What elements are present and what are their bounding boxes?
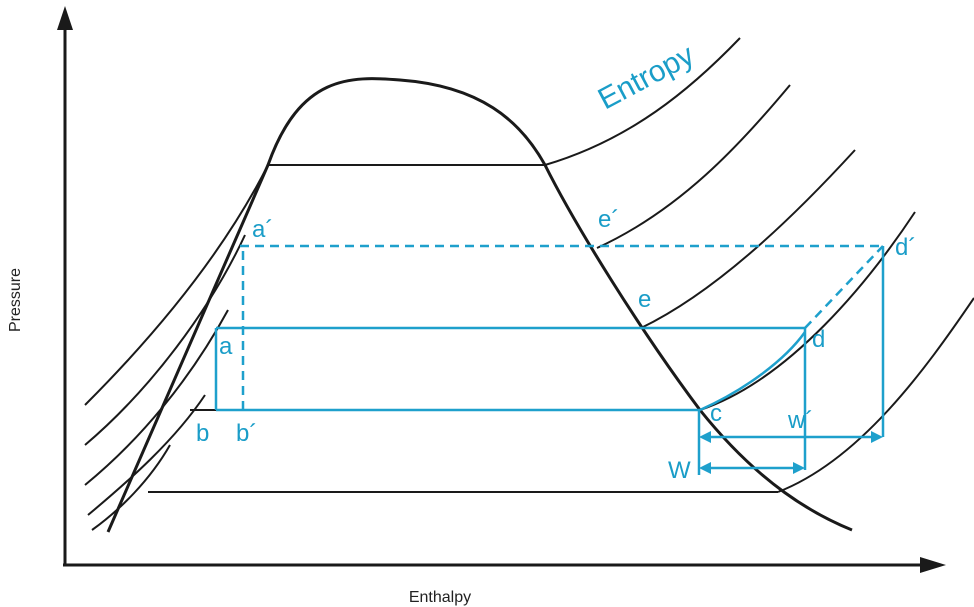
x-axis-arrow	[920, 557, 946, 573]
entropy-line-1	[544, 37, 741, 166]
point-label-d: d	[812, 326, 825, 353]
liquid-curve-1	[84, 164, 269, 406]
point-label-b-prime: b´	[236, 420, 257, 447]
point-label-b: b	[196, 420, 209, 447]
w-prime-arrowhead-right	[871, 431, 883, 443]
axes	[57, 6, 946, 573]
point-label-w-prime: w´	[787, 407, 813, 434]
point-label-d-prime: d´	[895, 234, 916, 261]
entropy-line-4	[699, 211, 916, 411]
point-label-w: W	[668, 457, 691, 484]
point-label-a: a	[219, 333, 233, 360]
point-label-a-prime: a´	[252, 216, 273, 243]
refrigeration-cycle	[214, 244, 885, 475]
liquid-curve-2	[84, 234, 246, 446]
x-axis-title: Enthalpy	[409, 589, 471, 606]
entropy-line-5	[777, 297, 974, 493]
entropy-curve-label: Entropy	[593, 39, 700, 117]
w-arrowhead-left	[699, 462, 711, 474]
point-label-e: e	[638, 286, 651, 313]
liquid-curves	[84, 164, 269, 531]
entropy-lines	[544, 37, 974, 493]
y-axis-arrow	[57, 6, 73, 30]
work-arrowheads	[699, 431, 883, 474]
saturation-dome	[106, 77, 853, 533]
compression-curve-c-to-d	[699, 331, 807, 412]
liquid-curve-3	[84, 309, 229, 486]
w-arrowhead-right	[793, 462, 805, 474]
entropy-line-3	[640, 149, 856, 329]
point-label-e-prime: e´	[598, 206, 619, 233]
dashed-line-d-to-d-prime	[804, 245, 884, 329]
liquid-curve-5	[91, 444, 171, 531]
y-axis-title: Pressure	[7, 268, 24, 332]
entropy-line-2	[596, 84, 791, 249]
liquid-curve-4	[87, 394, 206, 516]
point-label-c: c	[710, 400, 722, 427]
w-prime-arrowhead-left	[699, 431, 711, 443]
